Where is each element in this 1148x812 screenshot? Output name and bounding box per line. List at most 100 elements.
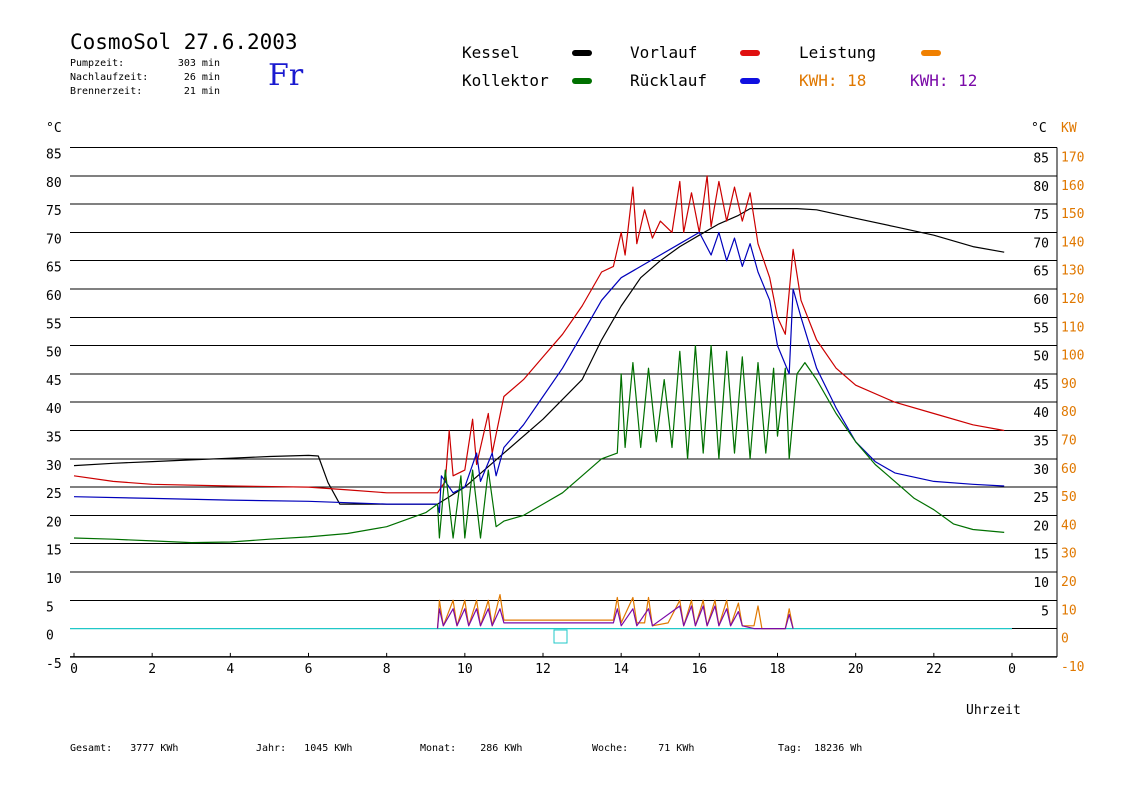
legend-leistung-swatch: [921, 50, 941, 56]
legend-leistung-label: Leistung: [799, 43, 877, 62]
x-tick-label: 16: [692, 662, 708, 677]
y-tick-right-kw: 0: [1061, 632, 1069, 647]
y-tick-right-kw: 130: [1061, 264, 1084, 279]
kwh1-label: KWH:: [799, 71, 838, 90]
legend-kwh2: KWH: 12: [910, 71, 977, 90]
footer-value: 71 KWh: [658, 743, 695, 754]
chart-title: CosmoSol 27.6.2003: [70, 30, 298, 54]
footer-label: Jahr:: [256, 743, 287, 754]
y-tick-right-kw: 30: [1061, 547, 1077, 562]
y-tick-left: 20: [46, 515, 62, 530]
footer-value: 3777 KWh: [130, 743, 179, 754]
footer-monat: Monat: 286 KWh: [420, 743, 522, 754]
y-tick-right-temp: 70: [1033, 236, 1049, 251]
y-tick-right-kw: -10: [1061, 660, 1084, 675]
x-tick-label: 18: [770, 662, 786, 677]
y-tick-left: 50: [46, 346, 62, 361]
info-value: 26 min: [183, 72, 220, 83]
y-tick-right-temp: 30: [1033, 463, 1049, 478]
info-value: 303 min: [177, 58, 220, 69]
y-tick-left: 10: [46, 572, 62, 587]
kwh2-label: KWH:: [910, 71, 949, 90]
y-axis-label-right-kw: KW: [1061, 121, 1077, 136]
legend-ruecklauf-swatch: [740, 78, 760, 84]
y-tick-left: 5: [46, 600, 54, 615]
kwh1-value: 18: [847, 71, 867, 90]
y-tick-right-kw: 20: [1061, 575, 1077, 590]
y-tick-left: 55: [46, 317, 62, 332]
footer-label: Woche:: [592, 743, 629, 754]
y-tick-right-kw: 160: [1061, 179, 1084, 194]
footer-jahr: Jahr: 1045 KWh: [256, 743, 352, 754]
y-tick-right-kw: 120: [1061, 292, 1084, 307]
x-tick-label: 2: [148, 662, 156, 677]
series-line-vorlauf: [73, 175, 1005, 494]
current-time-marker: [553, 629, 568, 644]
y-tick-right-kw: 100: [1061, 349, 1084, 364]
y-tick-left: 85: [46, 148, 62, 163]
y-tick-right-kw: 170: [1061, 151, 1084, 166]
y-tick-right-temp: 15: [1033, 548, 1049, 563]
y-tick-left: 40: [46, 402, 62, 417]
y-tick-right-temp: 50: [1033, 350, 1049, 365]
y-tick-right-kw: 10: [1061, 603, 1077, 618]
y-tick-right-temp: 40: [1033, 406, 1049, 421]
info-value: 21 min: [183, 86, 220, 97]
info-pumpzeit: Pumpzeit: 303 min: [70, 58, 220, 69]
footer-label: Monat:: [420, 743, 457, 754]
y-tick-right-temp: 60: [1033, 293, 1049, 308]
legend-kessel-label: Kessel: [462, 43, 520, 62]
series-line-leistung: [436, 593, 794, 630]
y-tick-left: 25: [46, 487, 62, 502]
info-label: Pumpzeit:: [70, 58, 125, 69]
y-tick-right-kw: 50: [1061, 490, 1077, 505]
legend-kessel-swatch: [572, 50, 592, 56]
x-tick-label: 8: [383, 662, 391, 677]
y-tick-right-kw: 150: [1061, 207, 1084, 222]
y-axis-label-right-temp: °C: [1031, 121, 1047, 136]
x-axis-label: Uhrzeit: [966, 703, 1021, 718]
footer-woche: Woche: 71 KWh: [592, 743, 694, 754]
x-tick-label: 20: [848, 662, 864, 677]
y-tick-left: 30: [46, 459, 62, 474]
y-tick-right-kw: 40: [1061, 518, 1077, 533]
footer-gesamt: Gesamt: 3777 KWh: [70, 743, 178, 754]
y-tick-right-temp: 25: [1033, 491, 1049, 506]
y-tick-right-temp: 10: [1033, 576, 1049, 591]
info-label: Brennerzeit:: [70, 86, 143, 97]
y-tick-right-temp: 75: [1033, 208, 1049, 223]
series-line-kessel: [73, 208, 1005, 505]
legend-ruecklauf-label: Rücklauf: [630, 71, 708, 90]
y-tick-left: 15: [46, 544, 62, 559]
info-brennerzeit: Brennerzeit: 21 min: [70, 86, 220, 97]
y-tick-left: 60: [46, 289, 62, 304]
y-tick-left: 35: [46, 431, 62, 446]
x-tick-label: 14: [613, 662, 629, 677]
y-tick-left: 65: [46, 261, 62, 276]
weekday-label: Fr: [268, 58, 304, 93]
y-tick-left: 70: [46, 232, 62, 247]
y-tick-left: 80: [46, 176, 62, 191]
y-tick-left: -5: [46, 657, 62, 672]
footer-value: 1045 KWh: [304, 743, 353, 754]
info-label: Nachlaufzeit:: [70, 72, 149, 83]
y-tick-right-kw: 80: [1061, 405, 1077, 420]
legend-kollektor-swatch: [572, 78, 592, 84]
y-tick-right-kw: 70: [1061, 434, 1077, 449]
x-tick-label: 4: [226, 662, 234, 677]
y-tick-right-temp: 45: [1033, 378, 1049, 393]
y-axis-label-left: °C: [46, 121, 62, 136]
x-tick-label: 12: [535, 662, 551, 677]
footer-value: 18236 Wh: [814, 743, 863, 754]
y-tick-right-kw: 110: [1061, 320, 1084, 335]
y-tick-right-temp: 65: [1033, 265, 1049, 280]
y-tick-right-temp: 55: [1033, 321, 1049, 336]
footer-label: Gesamt:: [70, 743, 113, 754]
series-line-leistung-2: [436, 605, 794, 630]
kwh2-value: 12: [958, 71, 978, 90]
footer-label: Tag:: [778, 743, 803, 754]
info-nachlaufzeit: Nachlaufzeit: 26 min: [70, 72, 220, 83]
series-line-kollektor: [73, 345, 1005, 544]
x-tick-label: 22: [926, 662, 942, 677]
